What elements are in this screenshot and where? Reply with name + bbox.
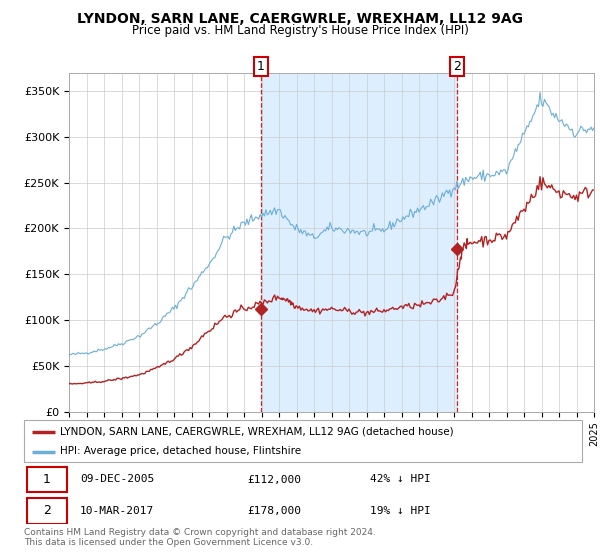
FancyBboxPatch shape <box>27 466 67 492</box>
Text: £112,000: £112,000 <box>247 474 301 484</box>
FancyBboxPatch shape <box>27 498 67 524</box>
Text: 1: 1 <box>257 60 265 73</box>
Text: Price paid vs. HM Land Registry's House Price Index (HPI): Price paid vs. HM Land Registry's House … <box>131 24 469 36</box>
Text: 09-DEC-2005: 09-DEC-2005 <box>80 474 154 484</box>
Bar <box>260 73 457 412</box>
Text: 2: 2 <box>43 504 51 517</box>
FancyBboxPatch shape <box>24 420 582 462</box>
Text: LYNDON, SARN LANE, CAERGWRLE, WREXHAM, LL12 9AG: LYNDON, SARN LANE, CAERGWRLE, WREXHAM, L… <box>77 12 523 26</box>
Text: HPI: Average price, detached house, Flintshire: HPI: Average price, detached house, Flin… <box>60 446 301 456</box>
Text: 42% ↓ HPI: 42% ↓ HPI <box>370 474 431 484</box>
Text: 19% ↓ HPI: 19% ↓ HPI <box>370 506 431 516</box>
Text: 2: 2 <box>454 60 461 73</box>
Text: LYNDON, SARN LANE, CAERGWRLE, WREXHAM, LL12 9AG (detached house): LYNDON, SARN LANE, CAERGWRLE, WREXHAM, L… <box>60 427 454 437</box>
Text: This data is licensed under the Open Government Licence v3.0.: This data is licensed under the Open Gov… <box>24 538 313 547</box>
Text: Contains HM Land Registry data © Crown copyright and database right 2024.: Contains HM Land Registry data © Crown c… <box>24 528 376 536</box>
Text: 1: 1 <box>43 473 51 486</box>
Text: £178,000: £178,000 <box>247 506 301 516</box>
Text: 10-MAR-2017: 10-MAR-2017 <box>80 506 154 516</box>
